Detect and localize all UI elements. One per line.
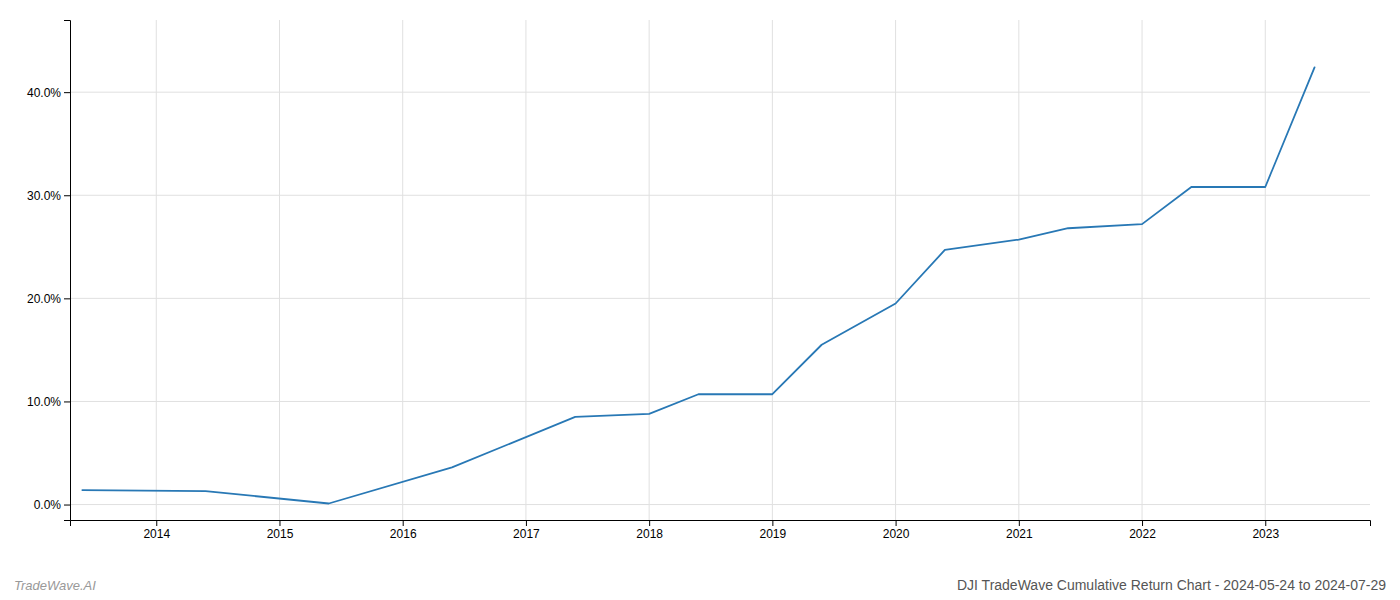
line <box>82 67 1314 503</box>
y-tick: 0.0% <box>34 498 70 512</box>
y-tick-label: 10.0% <box>27 395 61 409</box>
grid-line-x <box>279 20 280 520</box>
y-tick-label: 30.0% <box>27 189 61 203</box>
grid-line-y <box>70 92 1370 93</box>
grid-line-x <box>402 20 403 520</box>
grid-line-x <box>1142 20 1143 520</box>
grid-line-y <box>70 195 1370 196</box>
x-tick-label: 2020 <box>883 527 910 541</box>
x-tick: 2019 <box>760 520 787 541</box>
x-tick-label: 2021 <box>1006 527 1033 541</box>
x-tick: 2018 <box>636 520 663 541</box>
y-axis: 0.0% 10.0% 20.0% 30.0% 40.0% <box>27 21 71 521</box>
y-tick: 40.0% <box>27 86 70 100</box>
x-tick-mark <box>649 520 650 526</box>
grid-line-x <box>1018 20 1019 520</box>
y-tick: 20.0% <box>27 292 70 306</box>
y-tick-label: 0.0% <box>34 498 62 512</box>
x-tick-label: 2014 <box>143 527 170 541</box>
grid-line-x <box>649 20 650 520</box>
x-tick-label: 2017 <box>513 527 540 541</box>
x-tick-mark <box>772 520 773 526</box>
y-tick-label: 20.0% <box>27 292 61 306</box>
x-tick-mark <box>279 520 280 526</box>
x-tick: 2015 <box>267 520 294 541</box>
x-tick: 2016 <box>390 520 417 541</box>
x-tick-mark <box>1265 520 1266 526</box>
x-tick: 2021 <box>1006 520 1033 541</box>
grid-line-x <box>1265 20 1266 520</box>
x-tick-label: 2019 <box>760 527 787 541</box>
x-tick: 2020 <box>883 520 910 541</box>
chart: 2014 2015 2016 2017 2018 2019 2020 2021 2022 2023… <box>0 0 1400 600</box>
grid <box>70 20 1370 520</box>
x-tick-label: 2018 <box>636 527 663 541</box>
title: DJI TradeWave Cumulative Return Chart - … <box>957 577 1386 593</box>
x-tick: 2014 <box>143 520 170 541</box>
x-tick: 2017 <box>513 520 540 541</box>
x-tick-mark <box>896 520 897 526</box>
y-tick-mark <box>64 401 70 402</box>
plot: 2014 2015 2016 2017 2018 2019 2020 2021 2022 2023… <box>27 20 1371 541</box>
grid-line-y <box>70 298 1370 299</box>
y-tick-mark <box>64 195 70 196</box>
grid-line-x <box>895 20 896 520</box>
x-tick-mark <box>1142 520 1143 526</box>
x-tick-label: 2015 <box>267 527 294 541</box>
y-axis-line <box>64 21 71 521</box>
y-tick-mark <box>64 505 70 506</box>
x-axis-line <box>71 521 1371 527</box>
x-tick-mark <box>156 520 157 526</box>
marks <box>82 67 1314 503</box>
y-tick: 30.0% <box>27 189 70 203</box>
x-tick-label: 2023 <box>1252 527 1279 541</box>
grid-line-x <box>525 20 526 520</box>
x-tick: 2023 <box>1252 520 1279 541</box>
y-tick-mark <box>64 92 70 93</box>
y-tick-label: 40.0% <box>27 86 61 100</box>
grid-line-y <box>70 401 1370 402</box>
y-tick: 10.0% <box>27 395 70 409</box>
x-tick-mark <box>403 520 404 526</box>
x-tick-label: 2022 <box>1129 527 1156 541</box>
grid-line-y <box>70 504 1370 505</box>
x-tick-mark <box>526 520 527 526</box>
x-tick: 2022 <box>1129 520 1156 541</box>
grid-line-x <box>156 20 157 520</box>
x-tick-mark <box>1019 520 1020 526</box>
grid-line-x <box>772 20 773 520</box>
watermark: TradeWave.AI <box>14 578 96 593</box>
x-axis: 2014 2015 2016 2017 2018 2019 2020 2021 2022 2023 <box>71 520 1371 541</box>
x-tick-label: 2016 <box>390 527 417 541</box>
y-tick-mark <box>64 298 70 299</box>
